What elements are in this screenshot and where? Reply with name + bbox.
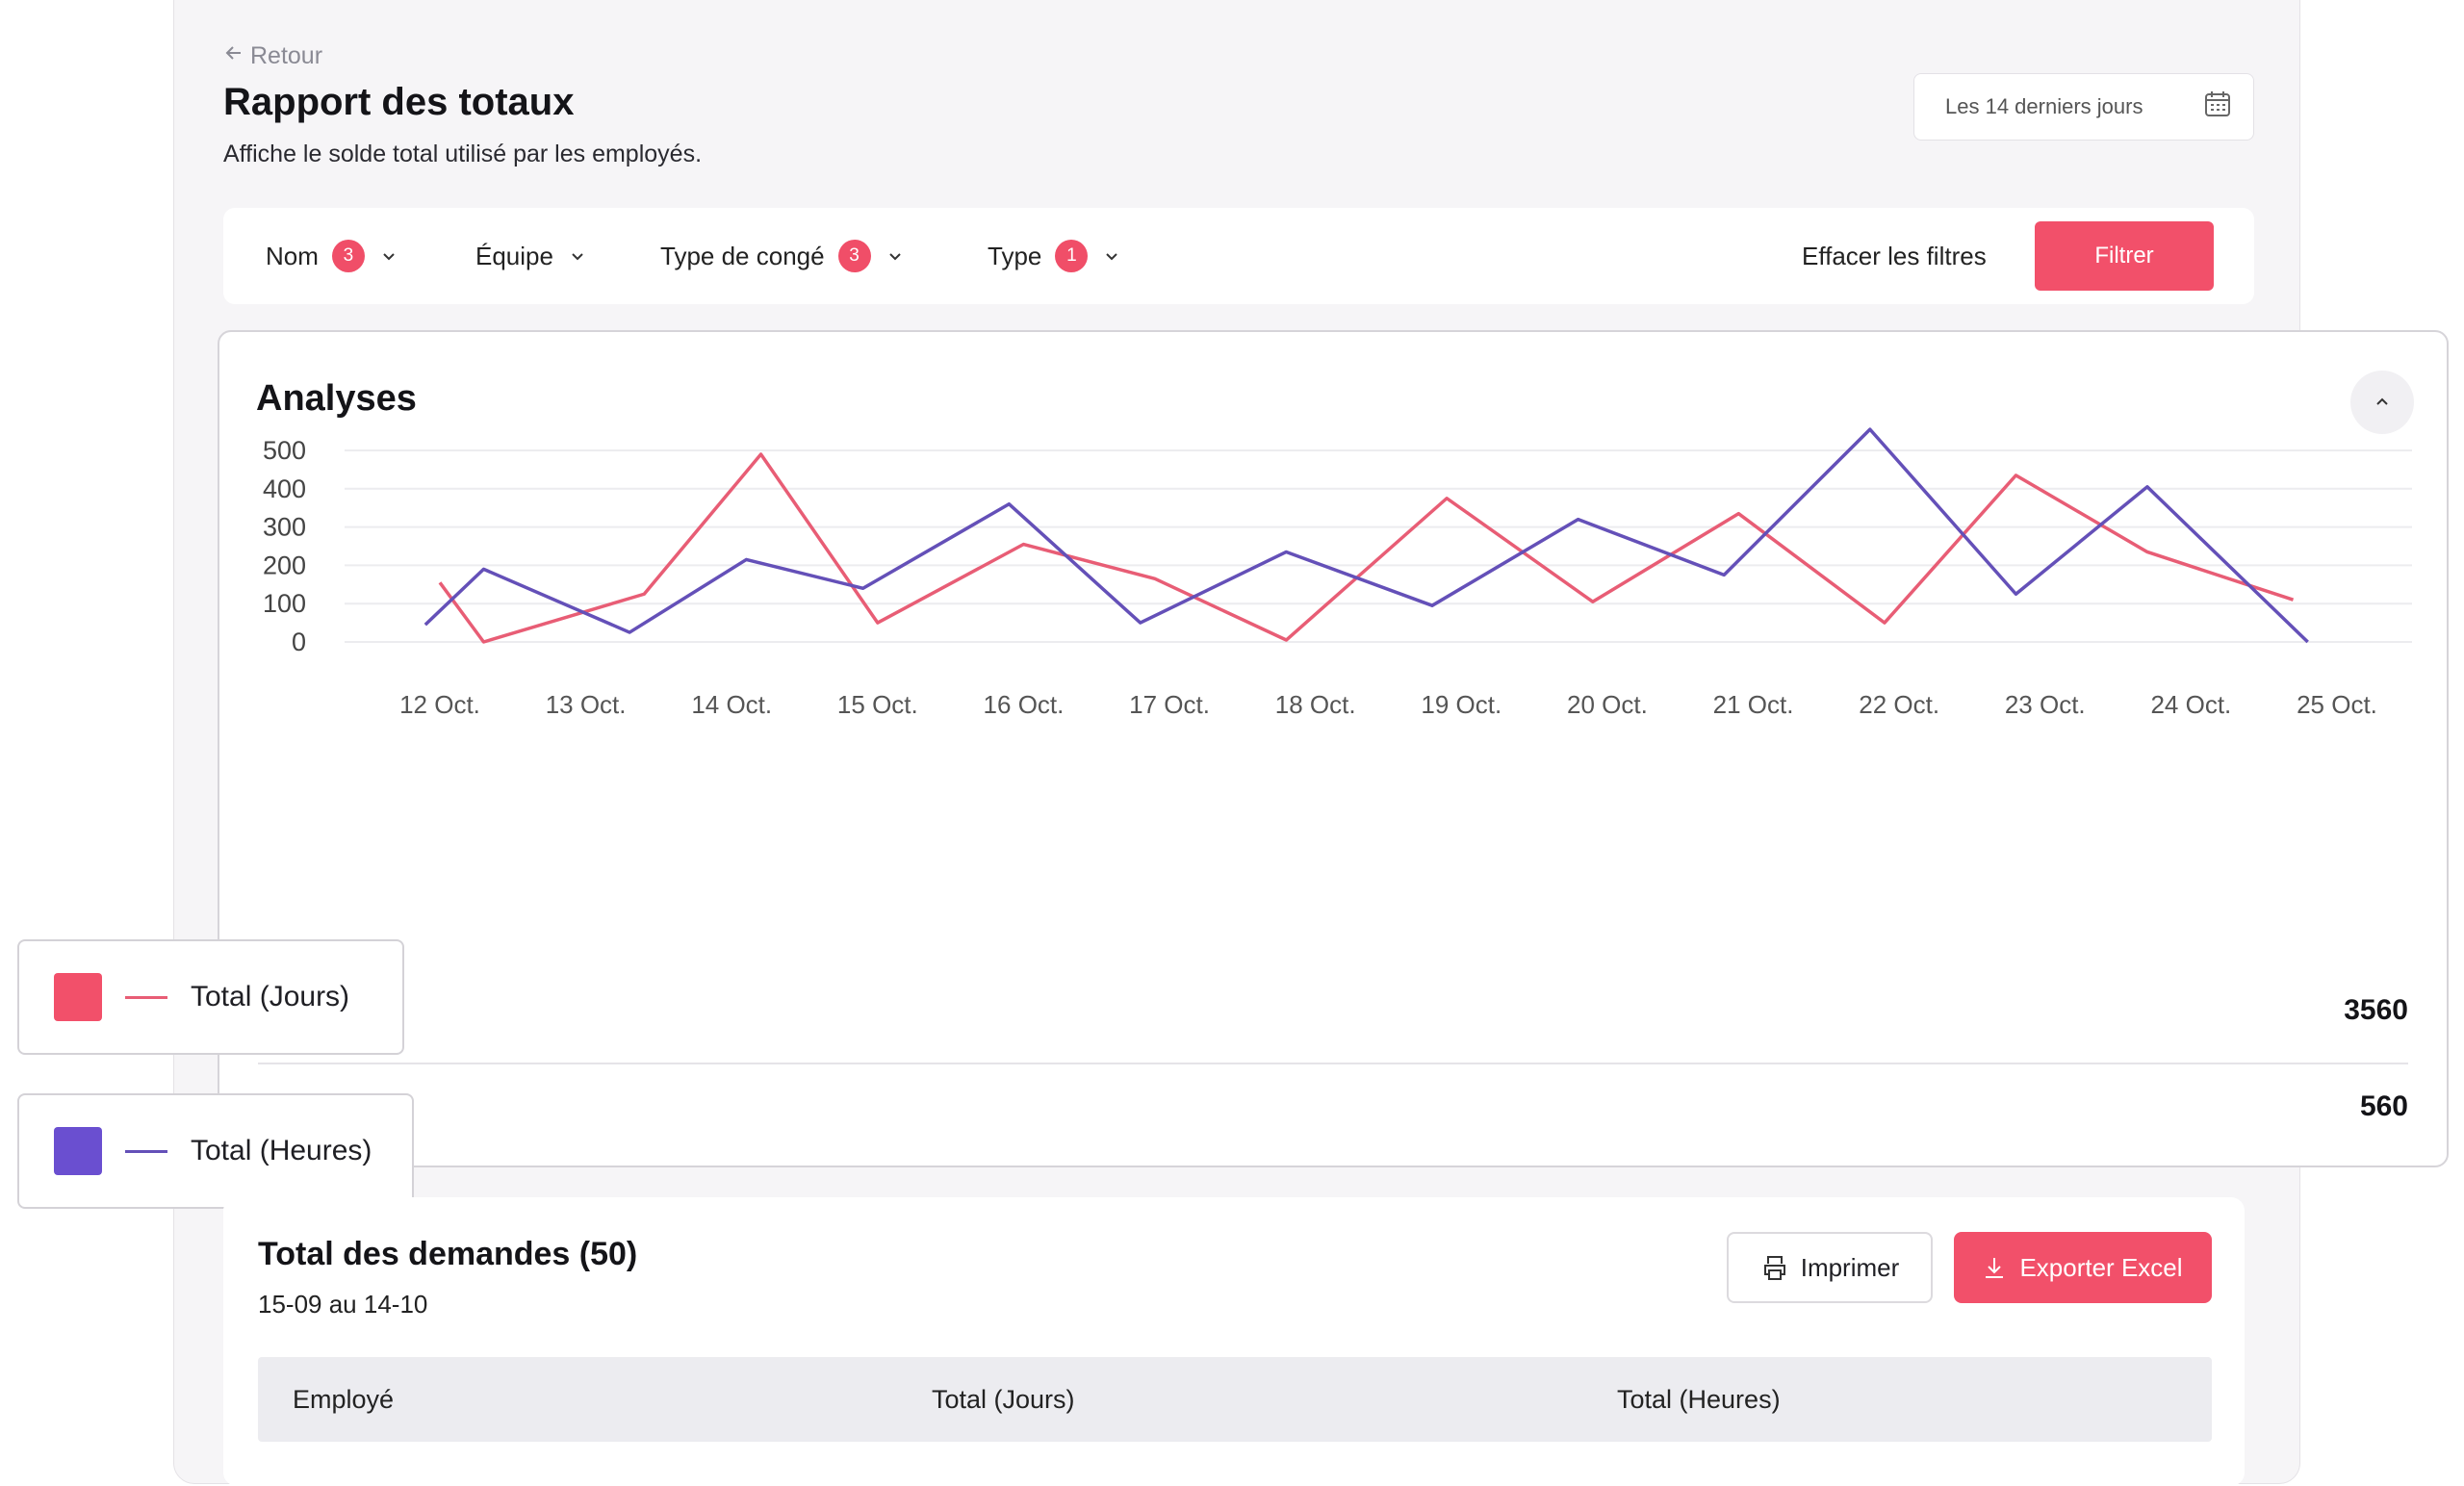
x-tick-label: 23 Oct. <box>2005 690 2086 719</box>
back-link[interactable]: Retour <box>223 42 322 70</box>
series-line-jours <box>440 454 2294 642</box>
filter-label: Nom <box>266 242 319 271</box>
filter-name[interactable]: Nom 3 <box>266 208 399 304</box>
legend-line <box>125 1150 167 1153</box>
chevron-down-icon <box>1101 245 1122 267</box>
y-tick-label: 500 <box>263 436 306 465</box>
divider <box>258 1063 2408 1064</box>
export-excel-button[interactable]: Exporter Excel <box>1954 1232 2212 1303</box>
date-range-picker[interactable]: Les 14 derniers jours <box>1913 73 2254 141</box>
x-tick-label: 19 Oct. <box>1421 690 1502 719</box>
date-range-label: Les 14 derniers jours <box>1945 94 2143 119</box>
back-label: Retour <box>250 42 322 70</box>
total-jours-value: 3560 <box>2344 994 2408 1027</box>
legend-label: Total (Jours) <box>191 981 349 1013</box>
total-heures-value: 560 <box>2360 1090 2408 1123</box>
filter-label: Équipe <box>475 242 553 271</box>
page-subtitle: Affiche le solde total utilisé par les e… <box>223 141 702 168</box>
table-header: Employé Total (Jours) Total (Heures) <box>258 1357 2212 1442</box>
y-tick-label: 200 <box>263 551 306 579</box>
requests-card: Total des demandes (50) 15-09 au 14-10 I… <box>223 1197 2245 1486</box>
filter-team[interactable]: Équipe <box>475 208 588 304</box>
legend-label: Total (Heures) <box>191 1135 372 1167</box>
filter-leave-type[interactable]: Type de congé 3 <box>660 208 906 304</box>
column-header-hours[interactable]: Total (Heures) <box>1617 1357 1781 1442</box>
printer-icon <box>1760 1253 1789 1282</box>
filter-count-badge: 1 <box>1055 240 1088 272</box>
legend-item-jours[interactable]: Total (Jours) <box>17 939 404 1055</box>
x-tick-label: 14 Oct. <box>691 690 772 719</box>
requests-date-range: 15-09 au 14-10 <box>258 1290 427 1319</box>
y-tick-label: 0 <box>292 628 306 656</box>
filter-bar: Nom 3 Équipe Type de congé 3 Type 1 Effa… <box>223 208 2254 304</box>
x-tick-label: 18 Oct. <box>1275 690 1356 719</box>
chevron-down-icon <box>885 245 906 267</box>
filter-label: Type de congé <box>660 242 825 271</box>
legend-line <box>125 996 167 999</box>
x-tick-label: 21 Oct. <box>1713 690 1794 719</box>
page-title: Rapport des totaux <box>223 81 574 124</box>
y-tick-label: 100 <box>263 589 306 618</box>
y-tick-label: 400 <box>263 474 306 503</box>
x-tick-label: 22 Oct. <box>1859 690 1939 719</box>
x-tick-label: 24 Oct. <box>2150 690 2231 719</box>
x-tick-label: 16 Oct. <box>984 690 1065 719</box>
x-tick-label: 25 Oct. <box>2297 690 2377 719</box>
chevron-down-icon <box>567 245 588 267</box>
column-header-employee[interactable]: Employé <box>293 1357 394 1442</box>
clear-filters-button[interactable]: Effacer les filtres <box>1802 208 1987 304</box>
x-tick-label: 17 Oct. <box>1129 690 1210 719</box>
print-label: Imprimer <box>1801 1253 1900 1283</box>
filter-count-badge: 3 <box>332 240 365 272</box>
apply-filters-button[interactable]: Filtrer <box>2035 221 2214 291</box>
x-tick-label: 13 Oct. <box>546 690 627 719</box>
legend-item-heures[interactable]: Total (Heures) <box>17 1093 414 1209</box>
legend-swatch <box>54 1127 102 1175</box>
export-label: Exporter Excel <box>2019 1253 2182 1283</box>
print-button[interactable]: Imprimer <box>1727 1232 1933 1303</box>
x-tick-label: 12 Oct. <box>399 690 480 719</box>
requests-title: Total des demandes (50) <box>258 1236 637 1273</box>
arrow-left-icon <box>223 42 244 70</box>
line-chart: 0 100 200 300 400 500 12 Oct. 13 Oct. 14 Oct. 15 … <box>219 332 2451 1044</box>
filter-count-badge: 3 <box>838 240 871 272</box>
legend-swatch <box>54 973 102 1021</box>
filter-type[interactable]: Type 1 <box>988 208 1122 304</box>
series-line-heures <box>425 429 2308 642</box>
calendar-icon <box>2203 90 2232 124</box>
column-header-days[interactable]: Total (Jours) <box>932 1357 1075 1442</box>
x-tick-label: 20 Oct. <box>1567 690 1648 719</box>
y-tick-label: 300 <box>263 513 306 542</box>
filter-label: Type <box>988 242 1041 271</box>
chevron-down-icon <box>378 245 399 267</box>
download-icon <box>1983 1255 2006 1280</box>
x-tick-label: 15 Oct. <box>837 690 918 719</box>
